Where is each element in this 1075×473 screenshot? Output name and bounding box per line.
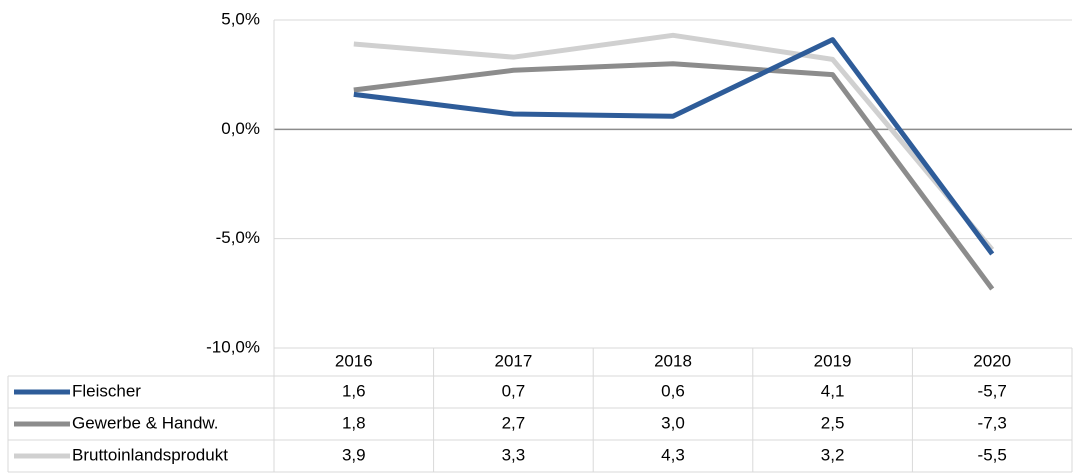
- table-value: 1,8: [342, 413, 366, 432]
- legend-label: Fleischer: [72, 381, 141, 400]
- x-tick-label: 2016: [335, 351, 373, 370]
- table-value: 0,6: [661, 381, 685, 400]
- legend-label: Bruttoinlandsprodukt: [72, 445, 228, 464]
- y-tick-label: -5,0%: [216, 228, 260, 247]
- table-value: 4,1: [821, 381, 845, 400]
- table-value: 3,9: [342, 445, 366, 464]
- table-value: 2,5: [821, 413, 845, 432]
- table-value: -5,5: [978, 445, 1007, 464]
- x-tick-label: 2020: [973, 351, 1011, 370]
- table-value: 3,3: [502, 445, 526, 464]
- series-line: [353, 61, 995, 291]
- table-value: 1,6: [342, 381, 366, 400]
- table-value: 3,2: [821, 445, 845, 464]
- x-tick-label: 2018: [654, 351, 692, 370]
- table-value: 3,0: [661, 413, 685, 432]
- table-value: 0,7: [502, 381, 526, 400]
- y-tick-label: 0,0%: [221, 119, 260, 138]
- legend-label: Gewerbe & Handw.: [72, 413, 218, 432]
- y-tick-label: 5,0%: [221, 9, 260, 28]
- table-value: -5,7: [978, 381, 1007, 400]
- table-value: -7,3: [978, 413, 1007, 432]
- series-line: [353, 37, 995, 256]
- y-tick-label: -10,0%: [206, 337, 260, 356]
- table-value: 4,3: [661, 445, 685, 464]
- table-value: 2,7: [502, 413, 526, 432]
- x-tick-label: 2019: [814, 351, 852, 370]
- series-line: [353, 32, 995, 252]
- x-tick-label: 2017: [494, 351, 532, 370]
